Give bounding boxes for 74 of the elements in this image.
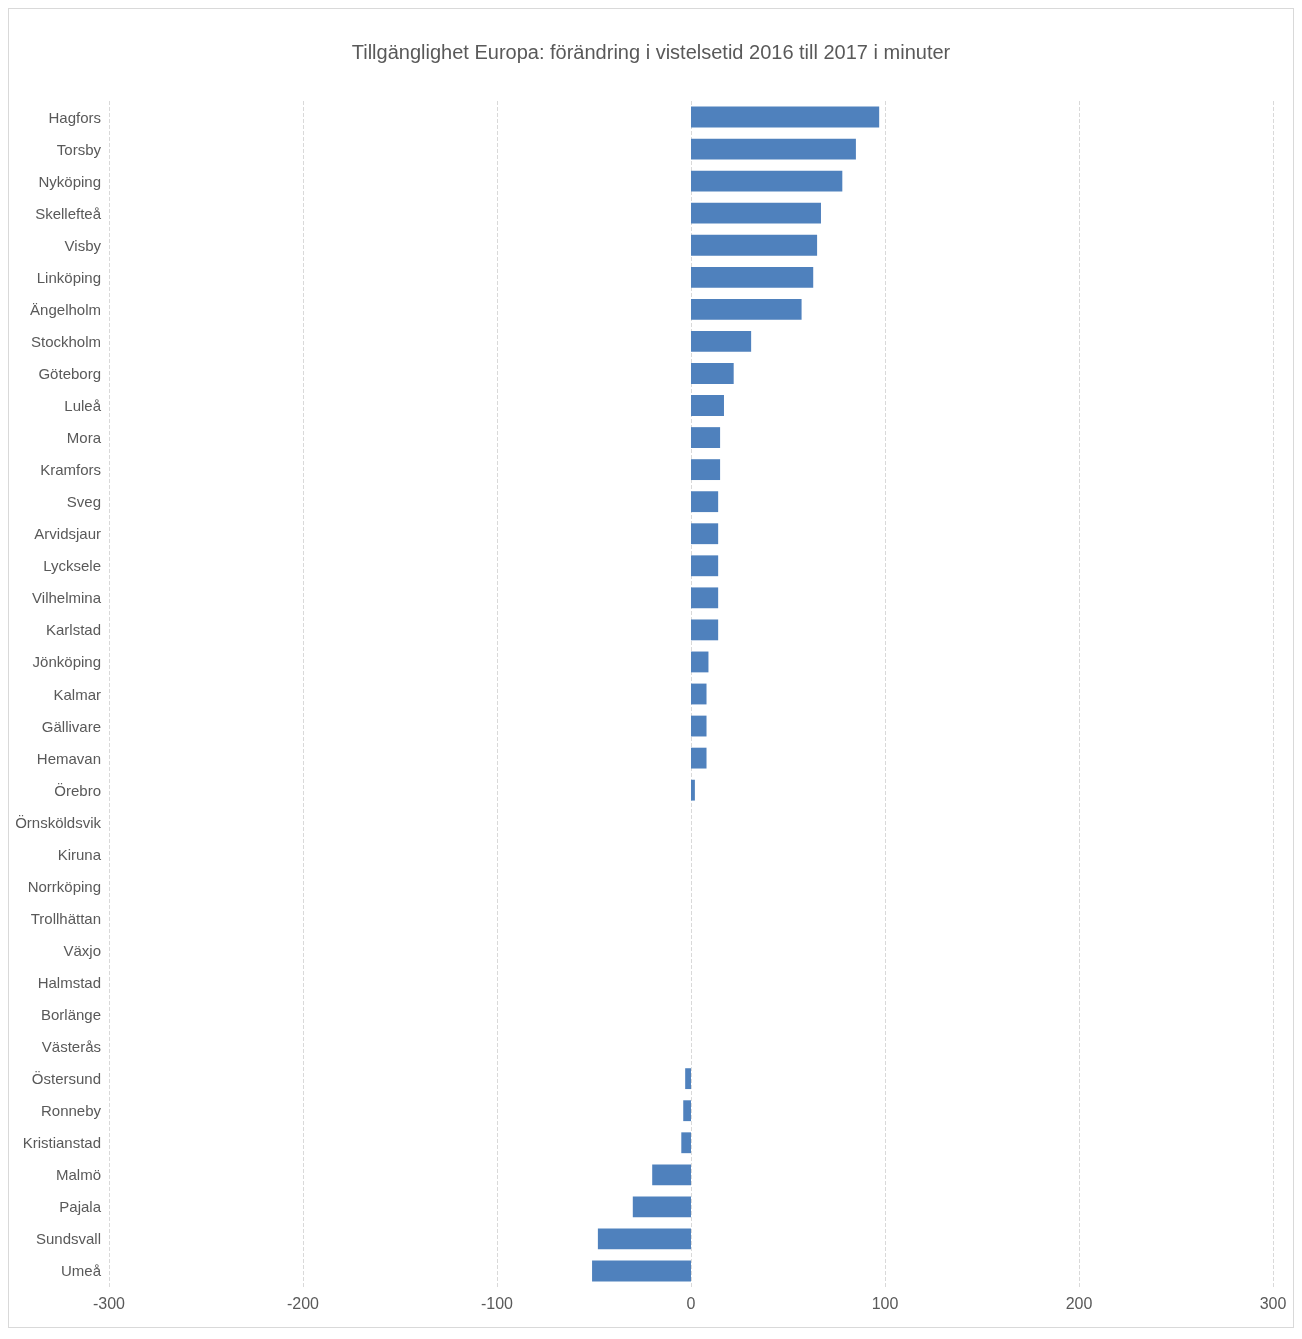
x-tick-label: 100 (871, 1294, 899, 1312)
bar (685, 1068, 691, 1090)
y-tick-label: Luleå (64, 397, 102, 415)
y-tick-label: Mora (66, 429, 102, 447)
y-tick-label: Kalmar (53, 685, 101, 703)
y-tick-label: Borlänge (40, 1006, 101, 1024)
bar (691, 170, 843, 192)
x-tick-label: 300 (1259, 1294, 1287, 1312)
bar (691, 523, 719, 545)
y-tick-label: Örebro (54, 781, 101, 799)
bar (691, 202, 821, 224)
bar (691, 395, 724, 416)
bar (652, 1164, 691, 1186)
y-tick-label: Umeå (60, 1262, 102, 1280)
bar (683, 1100, 691, 1122)
y-tick-label: Halmstad (37, 973, 101, 991)
y-tick-label: Karlstad (45, 621, 101, 639)
y-tick-label: Ängelholm (30, 300, 101, 318)
y-tick-label: Östersund (31, 1070, 101, 1088)
y-tick-label: Kramfors (40, 461, 101, 479)
x-tick-label: -200 (286, 1294, 320, 1312)
y-tick-label: Hemavan (36, 749, 101, 767)
y-tick-label: Linköping (36, 268, 101, 286)
bar (691, 683, 707, 705)
bar (691, 779, 695, 801)
bar (632, 1196, 691, 1218)
y-tick-label: Jönköping (32, 653, 101, 671)
y-tick-label: Malmö (55, 1166, 101, 1184)
chart-title: Tillgänglighet Europa: förändring i vistelsetid 2016 till 2017 i minuter (351, 41, 951, 63)
y-tick-label: Pajala (59, 1198, 102, 1216)
y-tick-label: Norrköping (27, 877, 101, 895)
bar (592, 1260, 691, 1282)
bar (691, 363, 734, 384)
y-tick-label: Göteborg (38, 364, 101, 382)
bar (597, 1228, 691, 1250)
y-tick-label: Trollhättan (30, 909, 101, 927)
bar (691, 298, 802, 320)
y-tick-label: Arvidsjaur (34, 525, 101, 543)
y-tick-label: Kristianstad (22, 1134, 101, 1152)
bar (681, 1132, 691, 1154)
y-tick-label: Lycksele (43, 557, 101, 575)
y-tick-label: Visby (64, 236, 102, 254)
y-tick-label: Torsby (56, 140, 102, 158)
x-tick-label: -300 (92, 1294, 126, 1312)
bar (691, 555, 719, 577)
bar (691, 459, 721, 481)
bar (691, 234, 818, 256)
bar (691, 651, 709, 673)
bar (691, 587, 719, 609)
y-tick-label: Gällivare (41, 717, 101, 735)
y-tick-label: Ronneby (40, 1102, 102, 1120)
y-tick-label: Stockholm (30, 332, 101, 350)
y-tick-label: Nyköping (38, 172, 101, 190)
y-tick-label: Vilhelmina (32, 589, 102, 607)
bar (691, 266, 814, 288)
bar (691, 427, 721, 448)
y-tick-label: Sundsvall (35, 1230, 101, 1248)
y-tick-label: Hagfors (48, 108, 101, 126)
bar (691, 491, 719, 513)
y-tick-label: Örnsköldsvik (15, 813, 102, 831)
bar (691, 106, 880, 128)
y-tick-label: Växjo (63, 941, 101, 959)
y-tick-label: Västerås (41, 1038, 101, 1056)
bar (691, 747, 707, 769)
bar (691, 330, 752, 352)
y-tick-label: Sveg (66, 493, 101, 511)
x-tick-label: -100 (480, 1294, 514, 1312)
bar (691, 619, 719, 641)
x-tick-label: 0 (686, 1294, 696, 1312)
y-tick-label: Kiruna (57, 845, 102, 863)
x-tick-label: 200 (1065, 1294, 1093, 1312)
y-tick-label: Skellefteå (35, 204, 102, 222)
bar (691, 138, 856, 160)
bar (691, 715, 707, 737)
